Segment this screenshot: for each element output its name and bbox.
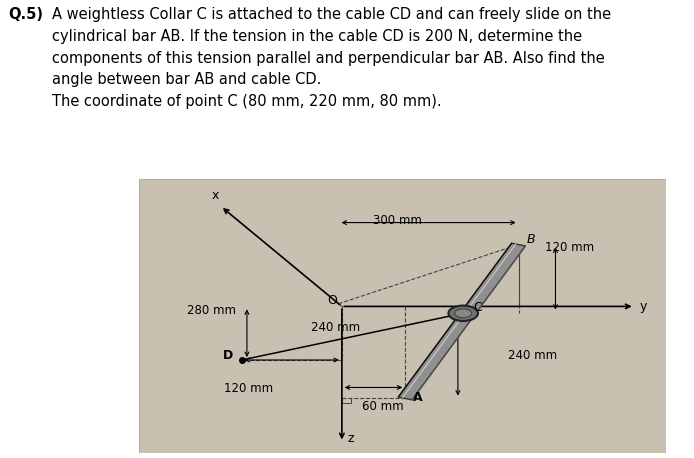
Text: A: A (413, 391, 423, 404)
Text: 60 mm: 60 mm (362, 400, 403, 413)
Text: 240 mm: 240 mm (508, 349, 557, 362)
Text: 280 mm: 280 mm (187, 304, 237, 317)
Text: Q.5): Q.5) (8, 7, 43, 22)
Text: B: B (527, 233, 535, 246)
Text: A weightless Collar C is attached to the cable CD and can freely slide on the
cy: A weightless Collar C is attached to the… (52, 7, 611, 109)
Text: z: z (347, 432, 354, 445)
Text: 240 mm: 240 mm (311, 321, 360, 333)
Text: O: O (327, 294, 337, 307)
Text: x: x (212, 189, 219, 202)
Text: 120 mm: 120 mm (545, 241, 594, 254)
Text: D: D (223, 349, 233, 362)
Text: 120 mm: 120 mm (224, 382, 273, 394)
Text: C: C (474, 301, 482, 314)
Polygon shape (139, 179, 666, 453)
Polygon shape (398, 243, 525, 400)
Circle shape (448, 305, 478, 321)
Circle shape (455, 309, 472, 318)
Text: y: y (640, 300, 648, 313)
Text: 300 mm: 300 mm (373, 214, 422, 227)
